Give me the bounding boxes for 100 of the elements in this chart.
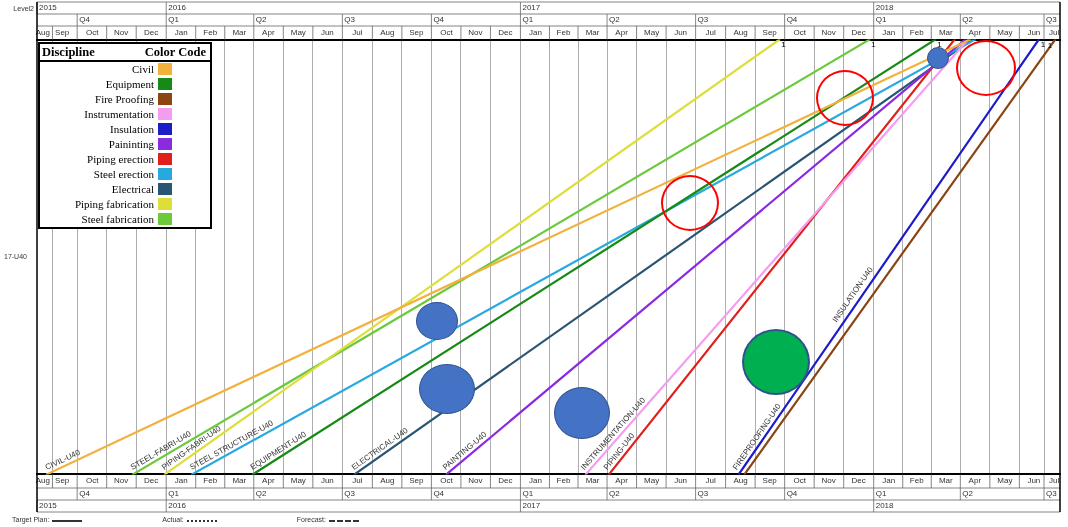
x-tick-label: Dec <box>144 476 159 486</box>
x-tick-label: Sep <box>55 476 70 486</box>
annotation: 1 <box>781 39 787 49</box>
x-tick-label: Aug <box>380 476 395 486</box>
legend-label: Piping fabrication <box>73 198 155 211</box>
annotation: 1 <box>1040 39 1046 49</box>
x-tick-label: Mar <box>585 476 600 486</box>
text: 2015 <box>39 3 58 13</box>
x2-tick-label: Sep <box>409 28 425 37</box>
text: Q1 <box>875 489 887 499</box>
x-tick-label: Jul <box>1049 476 1060 486</box>
legend-label: Civil <box>131 63 155 76</box>
x-tick-label: Nov <box>468 476 483 486</box>
x2-tick-label: Mar <box>938 28 954 37</box>
x-tick-label: Jan <box>882 476 896 486</box>
x-tick-label: Apr <box>968 476 982 486</box>
x2-tick-label: Apr <box>262 28 275 37</box>
text: Q3 <box>344 15 356 25</box>
text: 2018 <box>875 3 895 13</box>
x-tick-label: Oct <box>85 476 100 486</box>
x2-tick-label: Oct <box>793 28 807 37</box>
x-tick-label: Feb <box>909 476 925 486</box>
text: Q3 <box>697 489 709 499</box>
x-tick-label: Jun <box>674 476 688 486</box>
x2-tick-label: May <box>290 28 306 37</box>
legend-label: Paininting <box>107 138 155 151</box>
text: Q3 <box>344 489 356 499</box>
text: 2017 <box>522 501 541 511</box>
x-tick-label: Mar <box>938 476 954 486</box>
legend-label: Equipment <box>104 78 155 91</box>
text: Q1 <box>875 15 887 25</box>
x-tick-label: Oct <box>440 476 454 486</box>
annotation: 1 <box>1047 40 1053 50</box>
x2-tick-label: Oct <box>85 28 100 37</box>
x-tick-label: Dec <box>498 476 513 486</box>
text: Q1 <box>168 489 180 499</box>
legend-label: Electrical <box>110 183 155 196</box>
x-tick-label: Jun <box>1027 476 1041 486</box>
text: Q3 <box>1046 489 1058 499</box>
text: 2015 <box>39 501 58 511</box>
legend-label: Insulation <box>109 123 155 136</box>
legend-label: Fire Proofing <box>94 93 155 106</box>
x-tick-label: May <box>997 476 1013 486</box>
x2-tick-label: Aug <box>733 28 748 37</box>
x-tick-label: Dec <box>851 476 866 486</box>
x-tick-label: Feb <box>556 476 571 486</box>
x2-tick-label: Feb <box>556 28 571 37</box>
x-tick-label: Apr <box>262 476 275 486</box>
legend-label: Instrumentation <box>83 108 155 121</box>
x-tick-label: Sep <box>409 476 425 486</box>
text: 2016 <box>168 3 187 13</box>
x2-tick-label: Nov <box>468 28 483 37</box>
text: Q3 <box>697 15 709 25</box>
x2-tick-label: Feb <box>203 28 218 37</box>
text: Q2 <box>255 489 268 499</box>
annotation: 1 <box>871 39 877 49</box>
legend-label: Steel fabrication <box>80 213 155 226</box>
x2-tick-label: Mar <box>232 28 247 37</box>
text: Q2 <box>609 489 621 499</box>
x-tick-label: May <box>290 476 306 486</box>
annotation: Color Code <box>144 43 206 60</box>
x2-tick-label: Apr <box>968 28 982 37</box>
legend-title: Discipline <box>42 43 95 60</box>
text: Q2 <box>962 15 974 25</box>
x2-tick-label: Sep <box>762 28 778 37</box>
x2-tick-label: Jul <box>352 28 363 37</box>
x-tick-label: May <box>644 476 660 486</box>
x-tick-label: Sep <box>762 476 778 486</box>
x2-tick-label: Jun <box>320 28 334 37</box>
x2-tick-label: Aug <box>380 28 395 37</box>
text: Q1 <box>522 489 534 499</box>
x-tick-label: Jan <box>528 476 542 486</box>
x2-tick-label: Jul <box>1049 28 1060 37</box>
x2-tick-label: Jul <box>705 28 716 37</box>
x2-tick-label: Sep <box>55 28 70 37</box>
x2-tick-label: Jan <box>882 28 896 37</box>
x2-tick-label: Feb <box>909 28 925 37</box>
x2-tick-label: Apr <box>615 28 629 37</box>
text: Q4 <box>433 489 445 499</box>
text: Q4 <box>79 489 91 499</box>
x2-tick-label: Jan <box>174 28 188 37</box>
text: Q4 <box>433 15 445 25</box>
x2-tick-label: May <box>644 28 660 37</box>
x2-tick-label: Nov <box>821 28 836 37</box>
text: Q4 <box>79 15 91 25</box>
x2-tick-label: Mar <box>585 28 600 37</box>
text: Q1 <box>522 15 534 25</box>
x-tick-label: Nov <box>821 476 836 486</box>
x2-tick-label: May <box>997 28 1013 37</box>
x2-tick-label: Dec <box>498 28 513 37</box>
x2-tick-label: Nov <box>114 28 129 37</box>
text: 2016 <box>168 501 187 511</box>
legend-label: Piping erection <box>86 153 155 166</box>
x-tick-label: Feb <box>203 476 218 486</box>
x2-tick-label: Jun <box>1027 28 1041 37</box>
x-tick-label: Oct <box>793 476 807 486</box>
x-tick-label: Nov <box>114 476 129 486</box>
x-tick-label: Jan <box>174 476 188 486</box>
text: 2017 <box>522 3 541 13</box>
text: Q3 <box>1046 15 1058 25</box>
